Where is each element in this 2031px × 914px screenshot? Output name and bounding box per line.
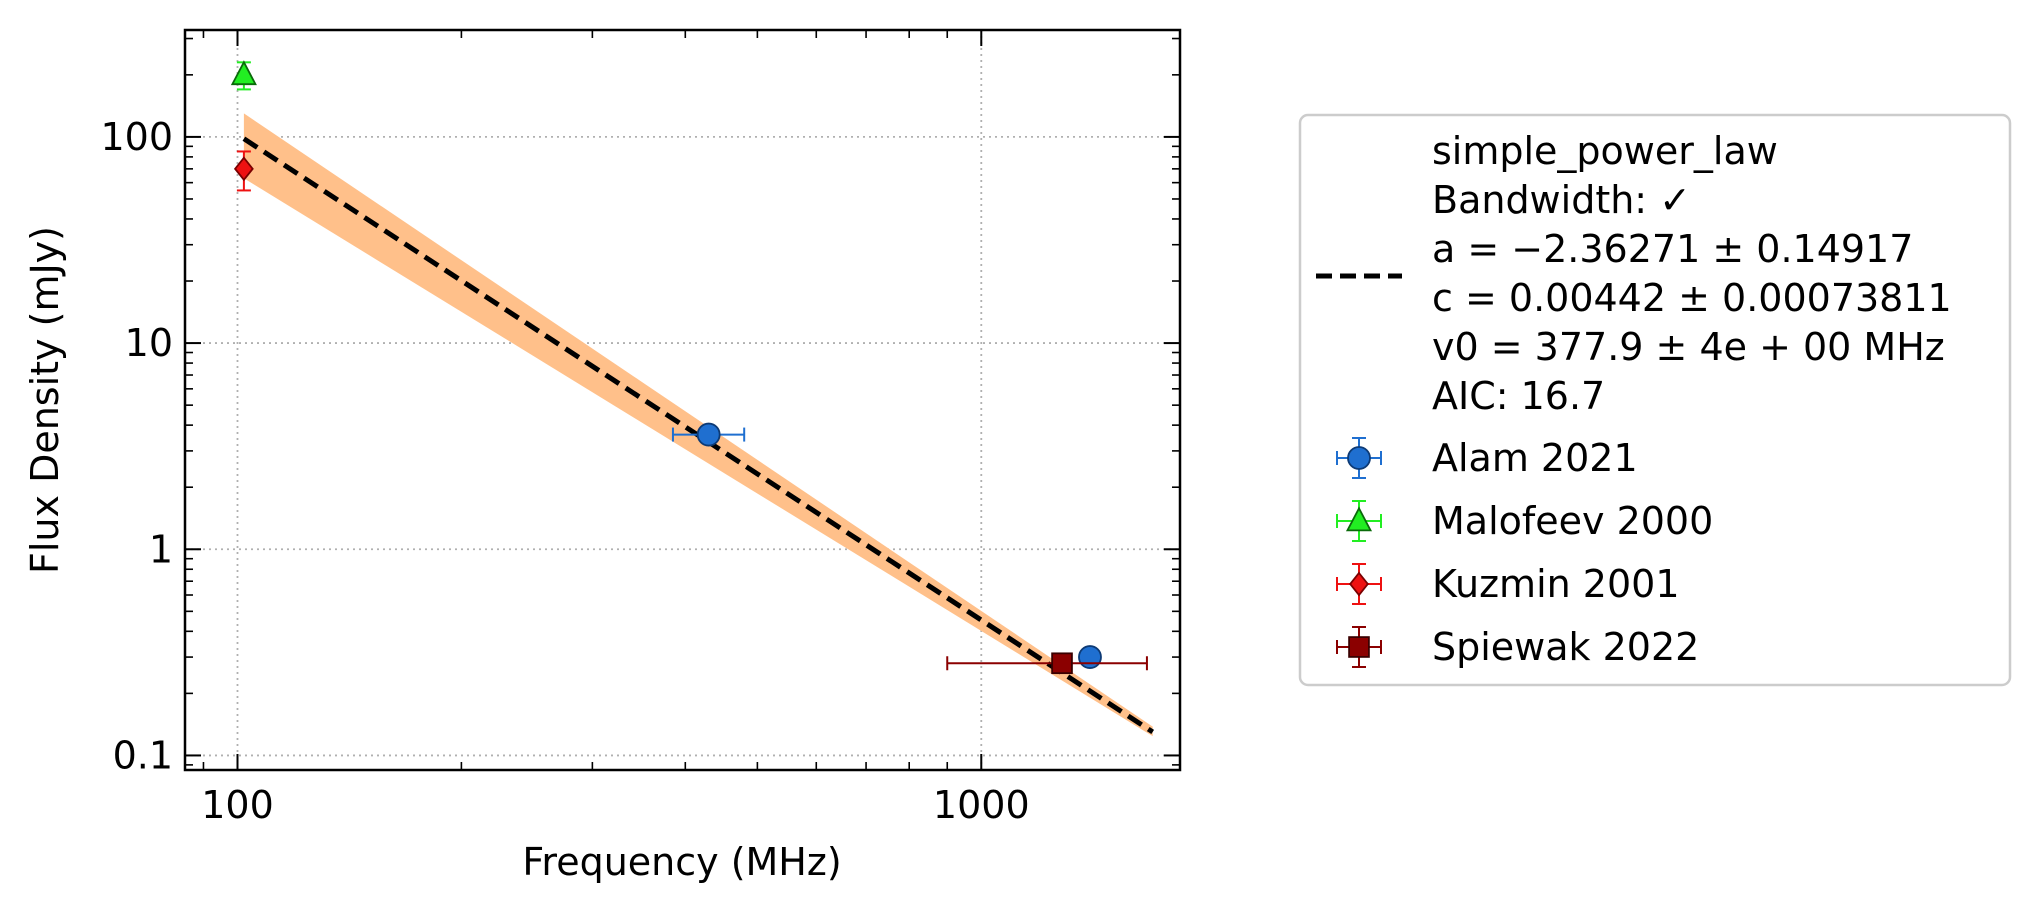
legend-fit-text-line: simple_power_law bbox=[1432, 129, 1778, 173]
legend-label: Malofeev 2000 bbox=[1432, 499, 1713, 543]
data-point-circle bbox=[696, 422, 721, 447]
data-point-diamond bbox=[233, 156, 254, 182]
y-axis-label: Flux Density (mJy) bbox=[23, 226, 67, 574]
legend-fit-text-line: Bandwidth: ✓ bbox=[1432, 178, 1691, 222]
data-point-circle bbox=[1078, 645, 1102, 669]
legend-marker-diamond bbox=[1349, 571, 1369, 597]
data-layer bbox=[230, 60, 1148, 675]
data-point-square bbox=[1051, 652, 1073, 675]
y-tick-label: 10 bbox=[125, 321, 173, 365]
legend-label: Alam 2021 bbox=[1432, 436, 1638, 480]
grid bbox=[185, 30, 1180, 770]
fit-uncertainty-band bbox=[243, 113, 1153, 737]
y-tick-label: 1 bbox=[149, 527, 173, 571]
x-axis-label: Frequency (MHz) bbox=[522, 840, 841, 884]
legend-label: Spiewak 2022 bbox=[1432, 625, 1699, 669]
x-tick-label: 100 bbox=[201, 783, 274, 827]
legend-fit-text-line: v0 = 377.9 ± 4e + 00 MHz bbox=[1432, 325, 1945, 369]
y-tick-label: 100 bbox=[100, 115, 173, 159]
legend-entry: Kuzmin 2001 bbox=[1336, 562, 1680, 606]
legend-fit-text-line: a = −2.36271 ± 0.14917 bbox=[1432, 227, 1913, 271]
plot-frame bbox=[183, 28, 1182, 772]
legend-marker-circle bbox=[1347, 446, 1371, 470]
legend-label: Kuzmin 2001 bbox=[1432, 562, 1680, 606]
legend-entry: Alam 2021 bbox=[1336, 436, 1638, 480]
y-tick-label: 0.1 bbox=[113, 733, 173, 777]
legend-fit-text-line: AIC: 16.7 bbox=[1432, 374, 1605, 418]
legend-entry: Malofeev 2000 bbox=[1336, 499, 1713, 543]
ticks bbox=[185, 30, 1180, 770]
legend-box bbox=[1298, 113, 2012, 687]
x-tick-label: 1000 bbox=[933, 783, 1030, 827]
legend-entry: Spiewak 2022 bbox=[1336, 625, 1699, 669]
legend: simple_power_law Bandwidth: ✓ a = −2.36271… bbox=[1298, 113, 2012, 687]
legend-fit-text-line: c = 0.00442 ± 0.00073811 bbox=[1432, 276, 1952, 320]
legend-marker-square bbox=[1348, 636, 1370, 658]
legend-marker-triangle bbox=[1345, 506, 1373, 532]
data-point-triangle bbox=[230, 60, 257, 86]
tick-labels: 100 1000 0.1 1 10 100 bbox=[100, 115, 1029, 827]
